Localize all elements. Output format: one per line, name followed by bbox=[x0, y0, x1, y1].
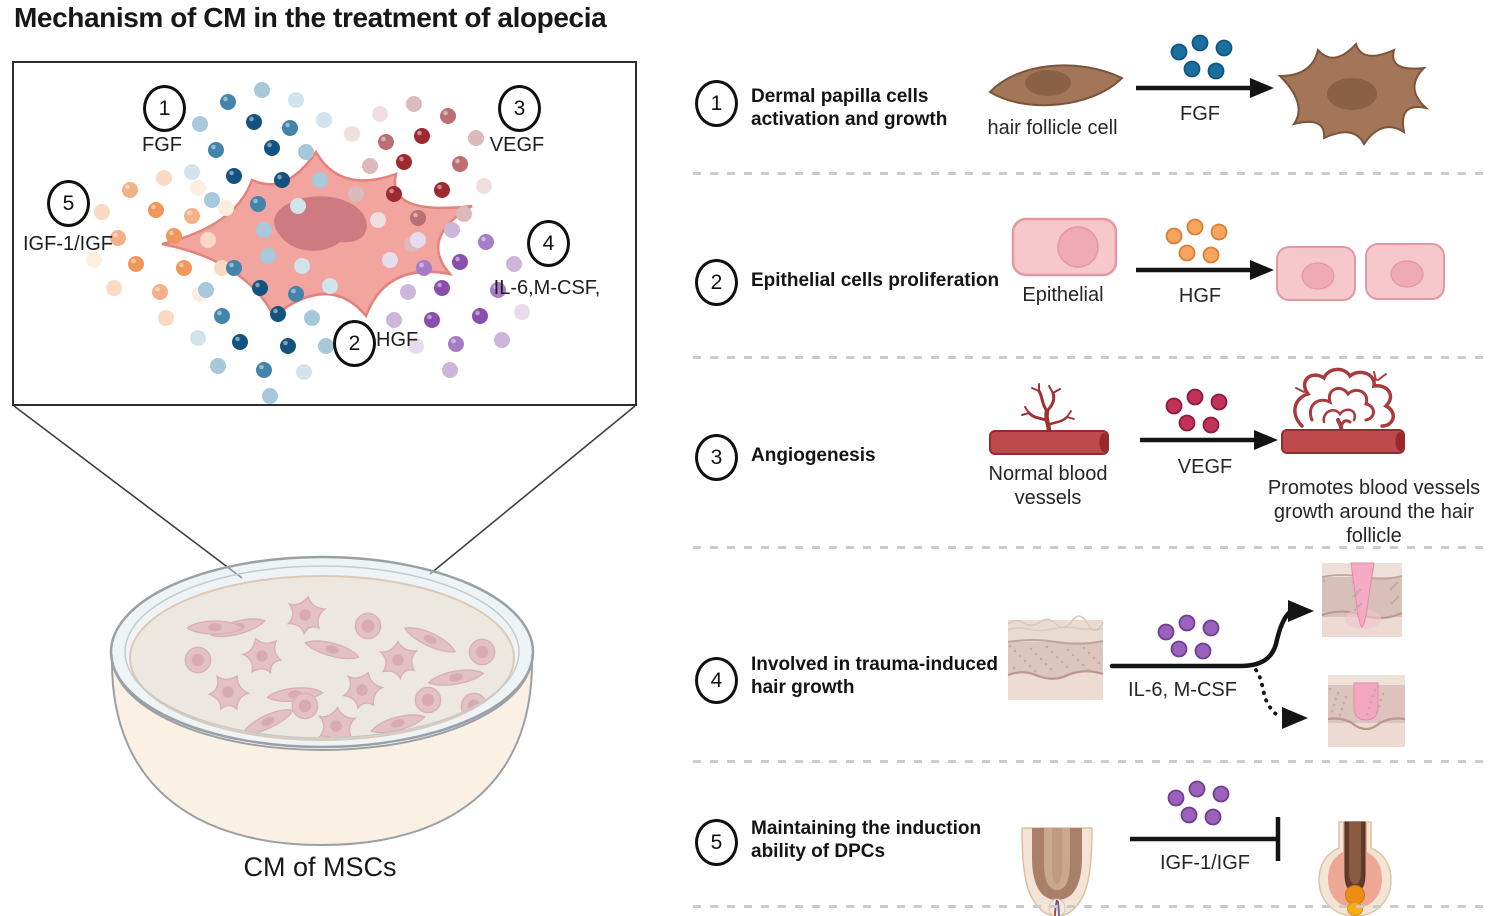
row-4-title: Involved in trauma-induced hair growth bbox=[751, 654, 999, 698]
hgf-dot-cluster bbox=[190, 248, 338, 404]
vegf-arrow bbox=[1140, 430, 1278, 450]
row-2-hgf-dots bbox=[1165, 218, 1228, 264]
secreted-factor-clusters bbox=[86, 82, 530, 404]
row-3-number: 3 bbox=[695, 434, 738, 481]
igf-inhibition-bar bbox=[1130, 817, 1281, 861]
row-5-number: 5 bbox=[695, 819, 738, 866]
row-3-result-label: Promotes blood vessels growth around the… bbox=[1267, 477, 1481, 547]
row-5-igf-dots bbox=[1167, 780, 1230, 826]
row-3-title: Angiogenesis bbox=[751, 445, 876, 466]
separator-3 bbox=[693, 546, 1492, 549]
factor-4-label: IL-6,M-CSF, bbox=[493, 277, 601, 299]
factor-2-number: 2 bbox=[333, 320, 376, 367]
row-5-title: Maintaining the induction ability of DPC… bbox=[751, 818, 982, 862]
epithelial-cell-icon bbox=[1011, 217, 1118, 277]
dense-blood-vessel-network-icon bbox=[1281, 367, 1405, 454]
magnifier-box bbox=[12, 61, 637, 406]
hair-follicle-bulb-icon bbox=[1318, 821, 1392, 916]
factor-2-label: HGF bbox=[376, 329, 419, 351]
row-3-source-label: Normal blood vessels bbox=[988, 463, 1108, 509]
trauma-skin-deep-icon bbox=[1321, 562, 1403, 637]
separator-5 bbox=[693, 905, 1492, 908]
row-1-title: Dermal papilla cells activation and grow… bbox=[751, 86, 948, 130]
hair-follicle-icon bbox=[1021, 827, 1093, 916]
row-1-fgf-dots bbox=[1170, 34, 1233, 80]
dish-label: CM of MSCs bbox=[243, 852, 397, 882]
row-3-vegf-dots bbox=[1165, 388, 1228, 434]
row-2-source-label: Epithelial bbox=[1022, 284, 1104, 306]
row-4-mediator-label: IL-6, M-CSF bbox=[1128, 679, 1237, 701]
factor-3-number: 3 bbox=[498, 85, 541, 132]
activated-dermal-papilla-cell-icon bbox=[1277, 42, 1430, 146]
row-2-mediator-label: HGF bbox=[1178, 285, 1222, 307]
row-1-mediator-label: FGF bbox=[1180, 103, 1220, 125]
factor-5-number: 5 bbox=[47, 180, 90, 227]
row-4-il6-dots bbox=[1157, 614, 1220, 660]
il6-arrow-dotted bbox=[1254, 668, 1308, 729]
skin-section-icon bbox=[1007, 615, 1104, 700]
magnifier-funnel-lines bbox=[13, 405, 636, 579]
trauma-skin-shallow-icon bbox=[1327, 675, 1406, 747]
factor-5-label: IGF-1/IGF bbox=[23, 233, 113, 255]
page-title: Mechanism of CM in the treatment of alop… bbox=[14, 2, 607, 33]
fgf-arrow bbox=[1136, 78, 1274, 98]
factor-1-number: 1 bbox=[143, 85, 186, 132]
petri-dish-icon bbox=[109, 555, 535, 847]
separator-1 bbox=[693, 172, 1492, 175]
factor-1-label: FGF bbox=[142, 134, 182, 156]
igf-dot-cluster bbox=[86, 170, 234, 326]
il6-dot-cluster bbox=[382, 222, 530, 378]
row-1-source-label: hair follicle cell bbox=[987, 117, 1118, 139]
row-1-number: 1 bbox=[695, 80, 738, 127]
factor-3-label: VEGF bbox=[489, 134, 545, 156]
row-2-title: Epithelial cells proliferation bbox=[751, 270, 1000, 291]
fgf-dot-cluster bbox=[184, 82, 332, 238]
vegf-dot-cluster bbox=[344, 96, 492, 252]
two-epithelial-cells-icon bbox=[1276, 243, 1445, 301]
normal-blood-vessel-icon bbox=[989, 383, 1109, 455]
separator-4 bbox=[693, 760, 1492, 763]
row-4-number: 4 bbox=[695, 657, 738, 704]
mediator-dot-groups bbox=[1157, 34, 1233, 826]
factor-4-number: 4 bbox=[527, 220, 570, 267]
il6-arrow-solid bbox=[1109, 600, 1314, 669]
row-3-mediator-label: VEGF bbox=[1177, 456, 1233, 478]
separator-2 bbox=[693, 356, 1492, 359]
hair-follicle-cell-icon bbox=[988, 64, 1124, 107]
hgf-arrow bbox=[1136, 260, 1274, 280]
row-2-number: 2 bbox=[695, 259, 738, 306]
row-5-mediator-label: IGF-1/IGF bbox=[1160, 852, 1250, 874]
